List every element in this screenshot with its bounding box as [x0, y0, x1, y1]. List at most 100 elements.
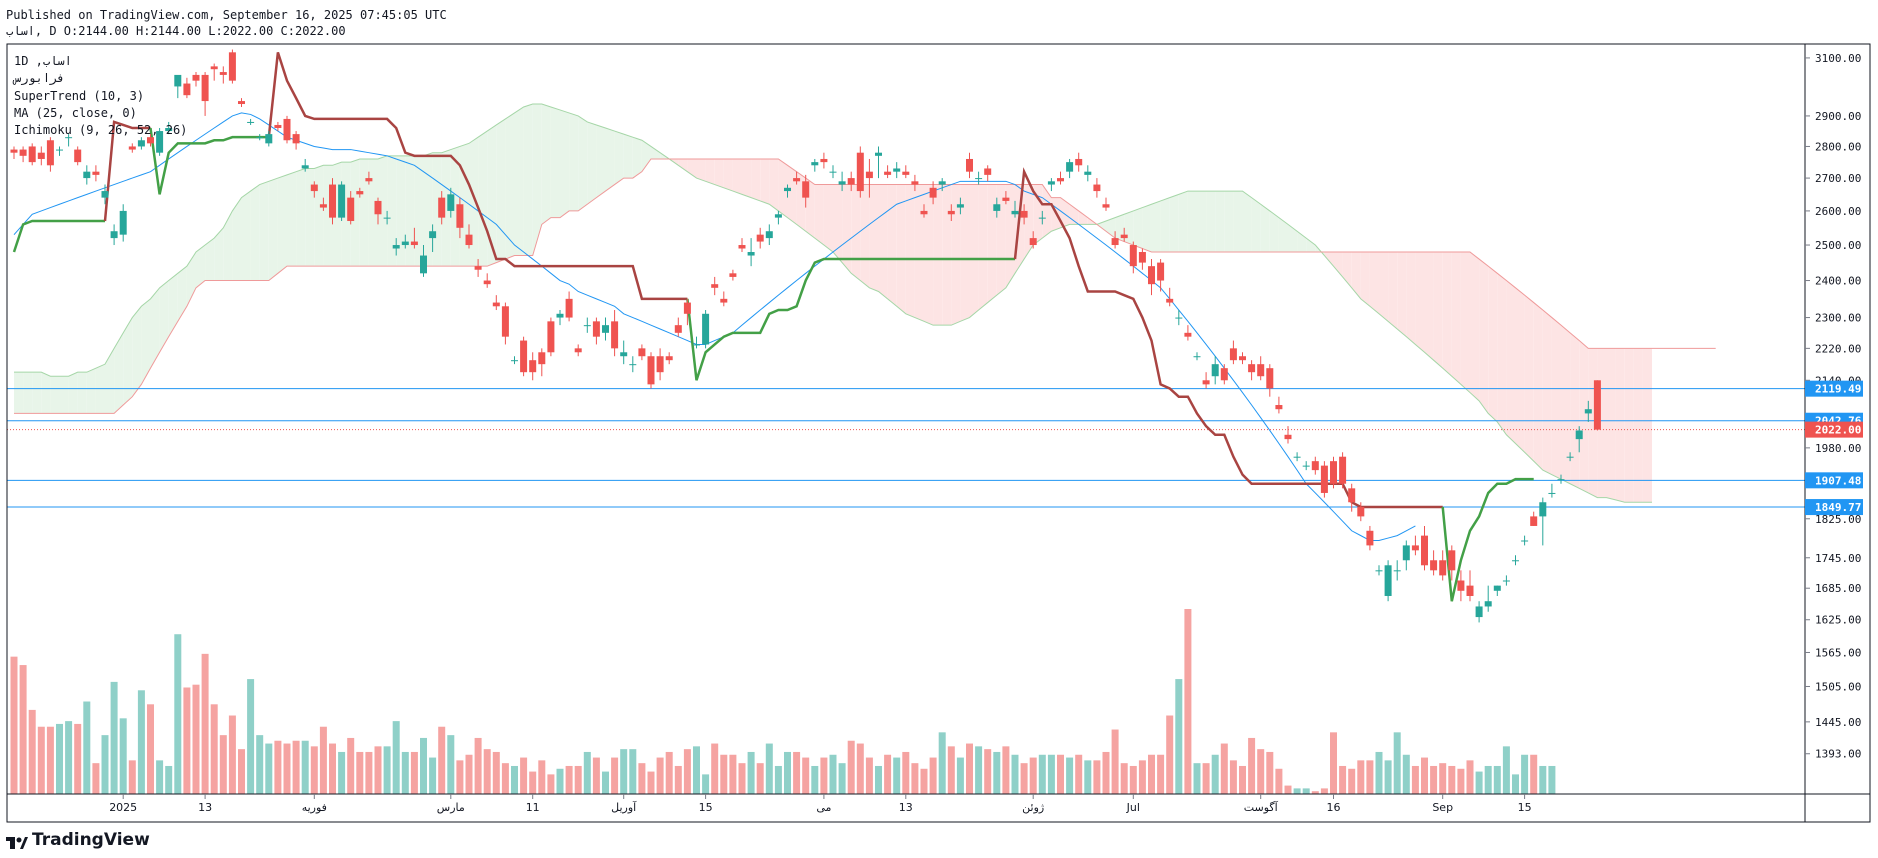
candle[interactable] [865, 158, 873, 198]
candle[interactable] [829, 165, 837, 179]
candle[interactable] [83, 165, 91, 185]
candle[interactable] [19, 146, 27, 163]
supertrend-down-segment[interactable] [267, 51, 688, 301]
candle[interactable] [28, 143, 36, 166]
candle[interactable] [228, 49, 236, 84]
supertrend-up-segment[interactable] [12, 219, 105, 253]
candle[interactable] [283, 115, 291, 144]
candle[interactable] [219, 66, 227, 84]
candle[interactable] [474, 259, 482, 277]
candle[interactable] [784, 184, 791, 198]
candle[interactable] [1202, 372, 1210, 389]
legend-supertrend[interactable]: SuperTrend (10, 3) [14, 89, 145, 103]
candle[interactable] [210, 63, 218, 81]
candle[interactable] [1057, 171, 1064, 185]
candle[interactable] [520, 336, 528, 377]
candle[interactable] [46, 137, 54, 172]
candle[interactable] [265, 131, 273, 147]
candle[interactable] [620, 340, 628, 365]
candle[interactable] [820, 152, 828, 169]
candle[interactable] [292, 131, 300, 150]
candle[interactable] [256, 134, 264, 141]
candle[interactable] [602, 317, 609, 341]
candle[interactable] [238, 98, 245, 107]
candle[interactable] [756, 227, 764, 249]
candle[interactable] [902, 165, 910, 179]
candle[interactable] [1229, 340, 1237, 365]
ma-line[interactable] [13, 112, 1416, 541]
candle[interactable] [1366, 525, 1374, 551]
candle[interactable] [720, 291, 728, 307]
candle[interactable] [201, 72, 209, 116]
candle[interactable] [838, 171, 846, 192]
candle[interactable] [592, 317, 600, 345]
candle[interactable] [1375, 565, 1383, 576]
candle[interactable] [1548, 483, 1556, 498]
candle[interactable] [984, 165, 992, 182]
candle[interactable] [1047, 178, 1055, 192]
candle[interactable] [56, 146, 63, 156]
candle[interactable] [1275, 396, 1283, 414]
candle[interactable] [1184, 325, 1192, 341]
candle[interactable] [1038, 210, 1046, 225]
candle[interactable] [647, 352, 655, 389]
candle[interactable] [483, 273, 491, 288]
candle[interactable] [420, 245, 427, 277]
candle[interactable] [1193, 352, 1201, 361]
legend-ma[interactable]: MA (25, close, 0) [14, 106, 137, 120]
candle[interactable] [356, 187, 364, 198]
candle[interactable] [911, 174, 919, 192]
candle[interactable] [1430, 550, 1438, 576]
candle[interactable] [774, 210, 782, 225]
candle[interactable] [875, 146, 882, 179]
candle[interactable] [538, 348, 546, 377]
candle[interactable] [183, 77, 191, 99]
candle[interactable] [1111, 231, 1119, 249]
candle[interactable] [329, 178, 336, 225]
candle[interactable] [1539, 497, 1547, 546]
candle[interactable] [1411, 535, 1419, 556]
candle[interactable] [547, 317, 555, 357]
candle[interactable] [529, 352, 537, 381]
candle[interactable] [128, 143, 136, 153]
supertrend-up-segment[interactable] [149, 127, 269, 195]
candle[interactable] [1157, 259, 1165, 292]
candle[interactable] [1138, 248, 1146, 270]
candle[interactable] [1593, 380, 1601, 431]
candle[interactable] [401, 234, 409, 249]
candle[interactable] [665, 352, 673, 365]
candle[interactable] [1175, 310, 1183, 326]
candle[interactable] [1439, 550, 1447, 581]
candle[interactable] [1357, 502, 1365, 522]
candle[interactable] [410, 227, 418, 249]
candle[interactable] [1502, 575, 1510, 586]
candle[interactable] [319, 197, 327, 211]
candle[interactable] [1211, 356, 1219, 385]
candle[interactable] [119, 204, 127, 242]
candle[interactable] [1493, 585, 1501, 596]
candle[interactable] [1512, 555, 1519, 566]
candle[interactable] [165, 121, 173, 135]
candle[interactable] [1530, 511, 1538, 526]
candle[interactable] [993, 197, 1001, 218]
candle[interactable] [956, 197, 964, 215]
candle[interactable] [1284, 426, 1292, 444]
candle[interactable] [1421, 525, 1428, 571]
legend-ichimoku[interactable]: Ichimoku (9, 26, 52, 26) [14, 123, 188, 137]
candle[interactable] [392, 238, 400, 256]
candle[interactable] [1393, 560, 1401, 581]
candle[interactable] [674, 317, 682, 337]
candle[interactable] [929, 181, 937, 205]
candle[interactable] [65, 134, 73, 147]
candle[interactable] [893, 162, 901, 179]
candle[interactable] [1311, 456, 1319, 475]
candle[interactable] [156, 128, 164, 156]
candle[interactable] [574, 344, 582, 357]
candle[interactable] [1120, 227, 1128, 242]
candle[interactable] [1266, 364, 1274, 397]
candle[interactable] [1484, 585, 1492, 612]
candle[interactable] [847, 171, 855, 192]
candle[interactable] [1402, 540, 1410, 571]
candle[interactable] [192, 72, 200, 87]
candle[interactable] [1521, 535, 1529, 546]
